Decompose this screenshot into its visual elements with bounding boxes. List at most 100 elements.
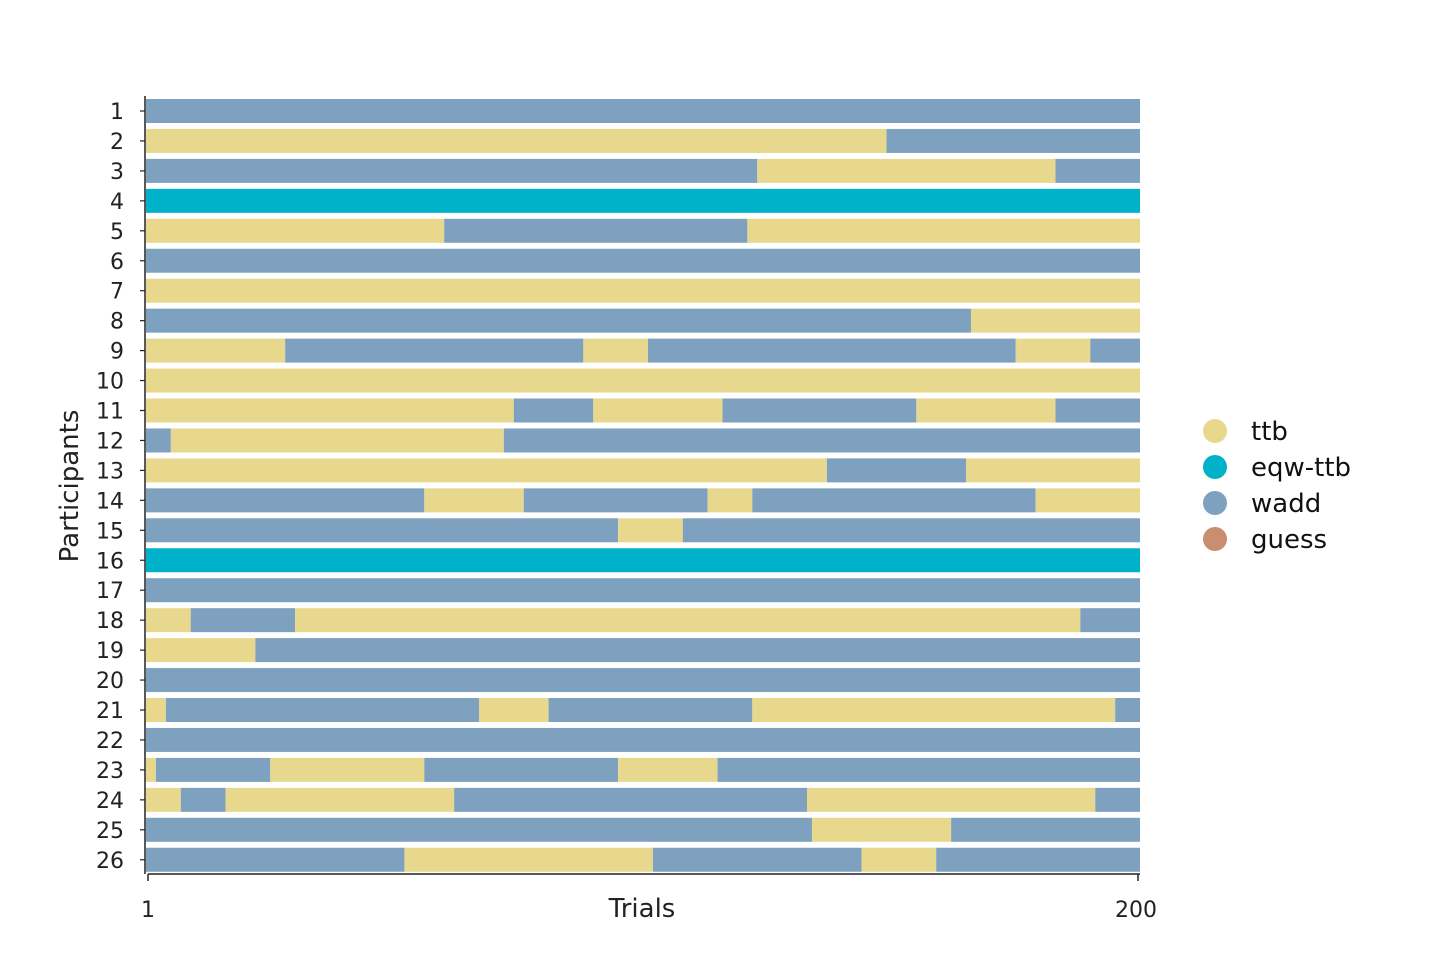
segment-ttb	[295, 608, 1081, 633]
segment-wadd	[826, 458, 967, 483]
segment-ttb	[971, 308, 1140, 333]
segment-wadd	[886, 128, 1140, 153]
segment-ttb	[146, 608, 191, 633]
segment-ttb	[757, 158, 1056, 183]
y-tick-label: 17	[96, 579, 124, 604]
axes	[144, 96, 1140, 875]
segment-wadd	[1080, 608, 1140, 633]
legend-marker-eqw-ttb	[1203, 455, 1227, 479]
segment-ttb	[811, 817, 952, 842]
participant-row-21	[146, 698, 1140, 722]
legend-label-guess: guess	[1251, 525, 1327, 555]
segment-ttb	[146, 757, 156, 782]
segment-wadd	[1055, 398, 1140, 423]
segment-ttb	[1020, 338, 1091, 363]
participant-row-15	[146, 518, 1140, 543]
segment-wadd	[682, 518, 1140, 543]
segment-wadd	[503, 428, 1141, 453]
participant-row-14	[146, 488, 1140, 513]
segment-wadd	[1090, 338, 1140, 363]
segment-wadd	[523, 488, 708, 513]
segment-wadd	[722, 398, 917, 423]
segment-wadd	[752, 488, 1036, 513]
participant-row-7	[146, 278, 1140, 303]
x-tick-label: 200	[1115, 898, 1157, 923]
segment-ttb	[424, 488, 524, 513]
y-tick-label: 26	[96, 849, 124, 874]
y-tick-label: 10	[96, 370, 124, 395]
segment-wadd	[146, 99, 1140, 123]
segment-wadd	[180, 787, 226, 812]
participant-row-11	[146, 398, 1140, 423]
segment-ttb	[146, 698, 166, 722]
segment-ttb	[1035, 488, 1140, 513]
segment-ttb	[404, 847, 653, 872]
segment-ttb	[618, 518, 683, 543]
y-tick-labels: 1234567891011121314151617181920212223242…	[96, 100, 145, 874]
x-ticks: 1 200	[141, 874, 1157, 923]
legend: ttb eqw-ttb wadd guess	[1203, 417, 1351, 555]
participant-row-19	[146, 638, 1141, 663]
segment-wadd	[146, 578, 1140, 603]
segment-wadd	[513, 398, 594, 423]
segment-wadd	[146, 428, 171, 453]
y-tick-label: 19	[96, 639, 124, 664]
segment-wadd	[146, 847, 405, 872]
segment-wadd	[285, 338, 584, 363]
participant-row-3	[146, 158, 1140, 183]
segment-ttb	[1015, 338, 1021, 363]
segment-ttb	[478, 698, 549, 722]
y-tick-label: 23	[96, 759, 124, 784]
y-tick-label: 7	[110, 280, 124, 305]
participant-row-6	[146, 248, 1140, 273]
segment-wadd	[652, 847, 862, 872]
y-tick-label: 13	[96, 459, 124, 484]
participant-row-10	[146, 368, 1140, 393]
segment-ttb	[146, 638, 256, 663]
segment-ttb	[752, 698, 1116, 722]
participant-rows	[146, 99, 1141, 872]
segment-wadd	[146, 488, 425, 513]
participant-row-8	[146, 308, 1140, 333]
x-axis-title: Trials	[608, 894, 676, 924]
legend-marker-wadd	[1203, 491, 1227, 515]
y-tick-label: 11	[96, 400, 124, 425]
y-tick-label: 4	[110, 190, 124, 215]
participant-row-23	[146, 757, 1140, 782]
segment-ttb	[146, 398, 514, 423]
y-tick-label: 5	[110, 220, 124, 245]
segment-ttb	[146, 368, 1140, 393]
x-tick-label: 1	[141, 898, 155, 923]
segment-ttb	[966, 458, 1140, 483]
segment-ttb	[146, 458, 827, 483]
segment-wadd	[146, 727, 1140, 752]
participant-row-24	[146, 787, 1140, 812]
segment-ttb	[747, 218, 1140, 243]
segment-eqw-ttb	[146, 548, 1140, 573]
participant-row-12	[146, 428, 1141, 453]
segment-ttb	[146, 278, 1140, 303]
y-tick-label: 6	[110, 250, 124, 275]
y-tick-label: 9	[110, 340, 124, 365]
segment-eqw-ttb	[146, 188, 1140, 213]
segment-ttb	[861, 847, 937, 872]
segment-wadd	[155, 757, 271, 782]
legend-label-ttb: ttb	[1251, 417, 1288, 447]
participant-row-2	[146, 128, 1140, 153]
y-tick-label: 18	[96, 609, 124, 634]
segment-ttb	[146, 787, 181, 812]
y-tick-label: 2	[110, 130, 124, 155]
y-tick-label: 25	[96, 819, 124, 844]
participant-row-13	[146, 458, 1140, 483]
participant-row-20	[146, 668, 1140, 693]
segment-wadd	[454, 787, 808, 812]
segment-ttb	[807, 787, 1096, 812]
segment-wadd	[647, 338, 1016, 363]
participant-row-17	[146, 578, 1140, 603]
segment-wadd	[444, 218, 748, 243]
segment-wadd	[548, 698, 753, 722]
segment-wadd	[1095, 787, 1140, 812]
y-tick-label: 15	[96, 519, 124, 544]
segment-wadd	[165, 698, 479, 722]
